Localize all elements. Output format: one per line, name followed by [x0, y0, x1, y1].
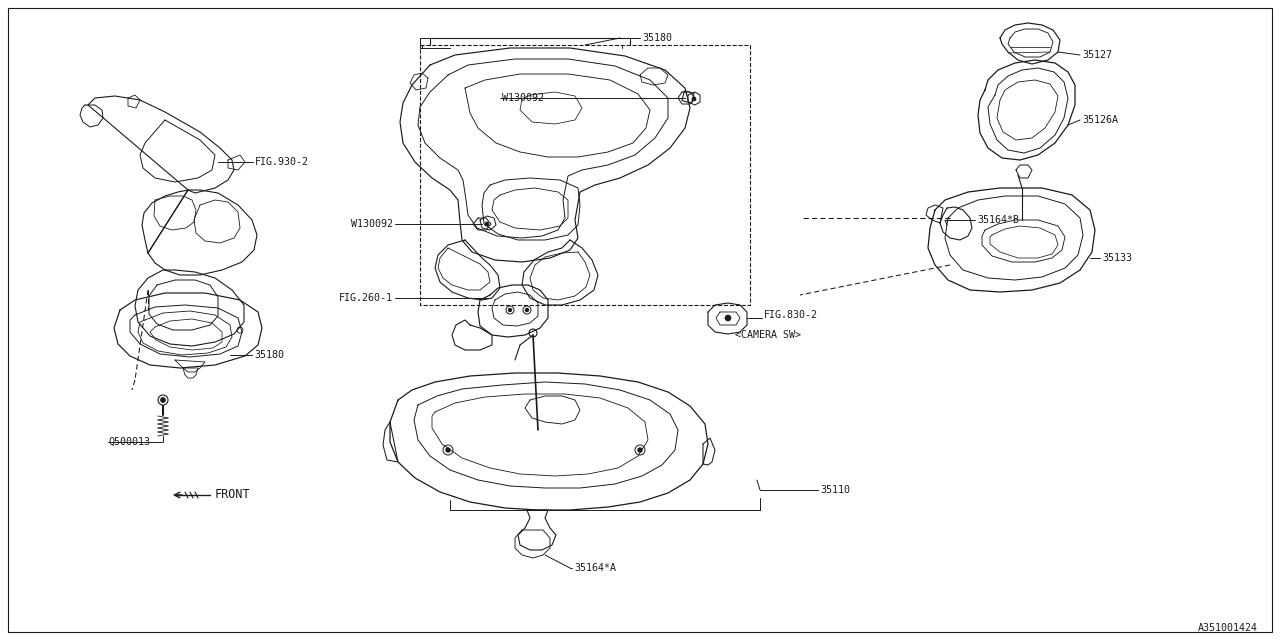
Circle shape	[724, 315, 731, 321]
Text: A351001424: A351001424	[1198, 623, 1258, 633]
Circle shape	[526, 308, 529, 312]
Text: 35133: 35133	[1102, 253, 1132, 263]
Text: FIG.830-2: FIG.830-2	[764, 310, 818, 320]
Text: FIG.260-1: FIG.260-1	[339, 293, 393, 303]
Text: W130092: W130092	[351, 219, 393, 229]
Circle shape	[485, 222, 489, 226]
Text: W130092: W130092	[502, 93, 544, 103]
Text: 35180: 35180	[643, 33, 672, 43]
Text: 35164*A: 35164*A	[573, 563, 616, 573]
Text: 35126A: 35126A	[1082, 115, 1117, 125]
Text: 35180: 35180	[253, 350, 284, 360]
Circle shape	[160, 397, 165, 403]
Text: <CAMERA SW>: <CAMERA SW>	[735, 330, 801, 340]
Circle shape	[445, 448, 451, 452]
Circle shape	[508, 308, 512, 312]
Text: 35164*B: 35164*B	[977, 215, 1019, 225]
Text: Q500013: Q500013	[108, 437, 150, 447]
Bar	[682, 91, 694, 103]
Text: 35127: 35127	[1082, 50, 1112, 60]
Text: FIG.930-2: FIG.930-2	[255, 157, 308, 167]
Text: FRONT: FRONT	[215, 488, 251, 502]
Text: 35110: 35110	[820, 485, 850, 495]
Circle shape	[637, 448, 643, 452]
Circle shape	[692, 97, 696, 101]
